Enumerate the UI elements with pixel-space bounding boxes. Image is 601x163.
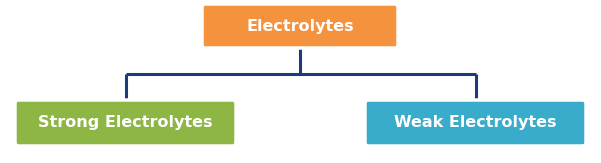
FancyBboxPatch shape [15,100,236,146]
FancyBboxPatch shape [202,4,398,48]
Text: Electrolytes: Electrolytes [246,18,354,34]
FancyBboxPatch shape [365,100,586,146]
Text: Strong Electrolytes: Strong Electrolytes [38,116,213,131]
Text: Weak Electrolytes: Weak Electrolytes [394,116,557,131]
